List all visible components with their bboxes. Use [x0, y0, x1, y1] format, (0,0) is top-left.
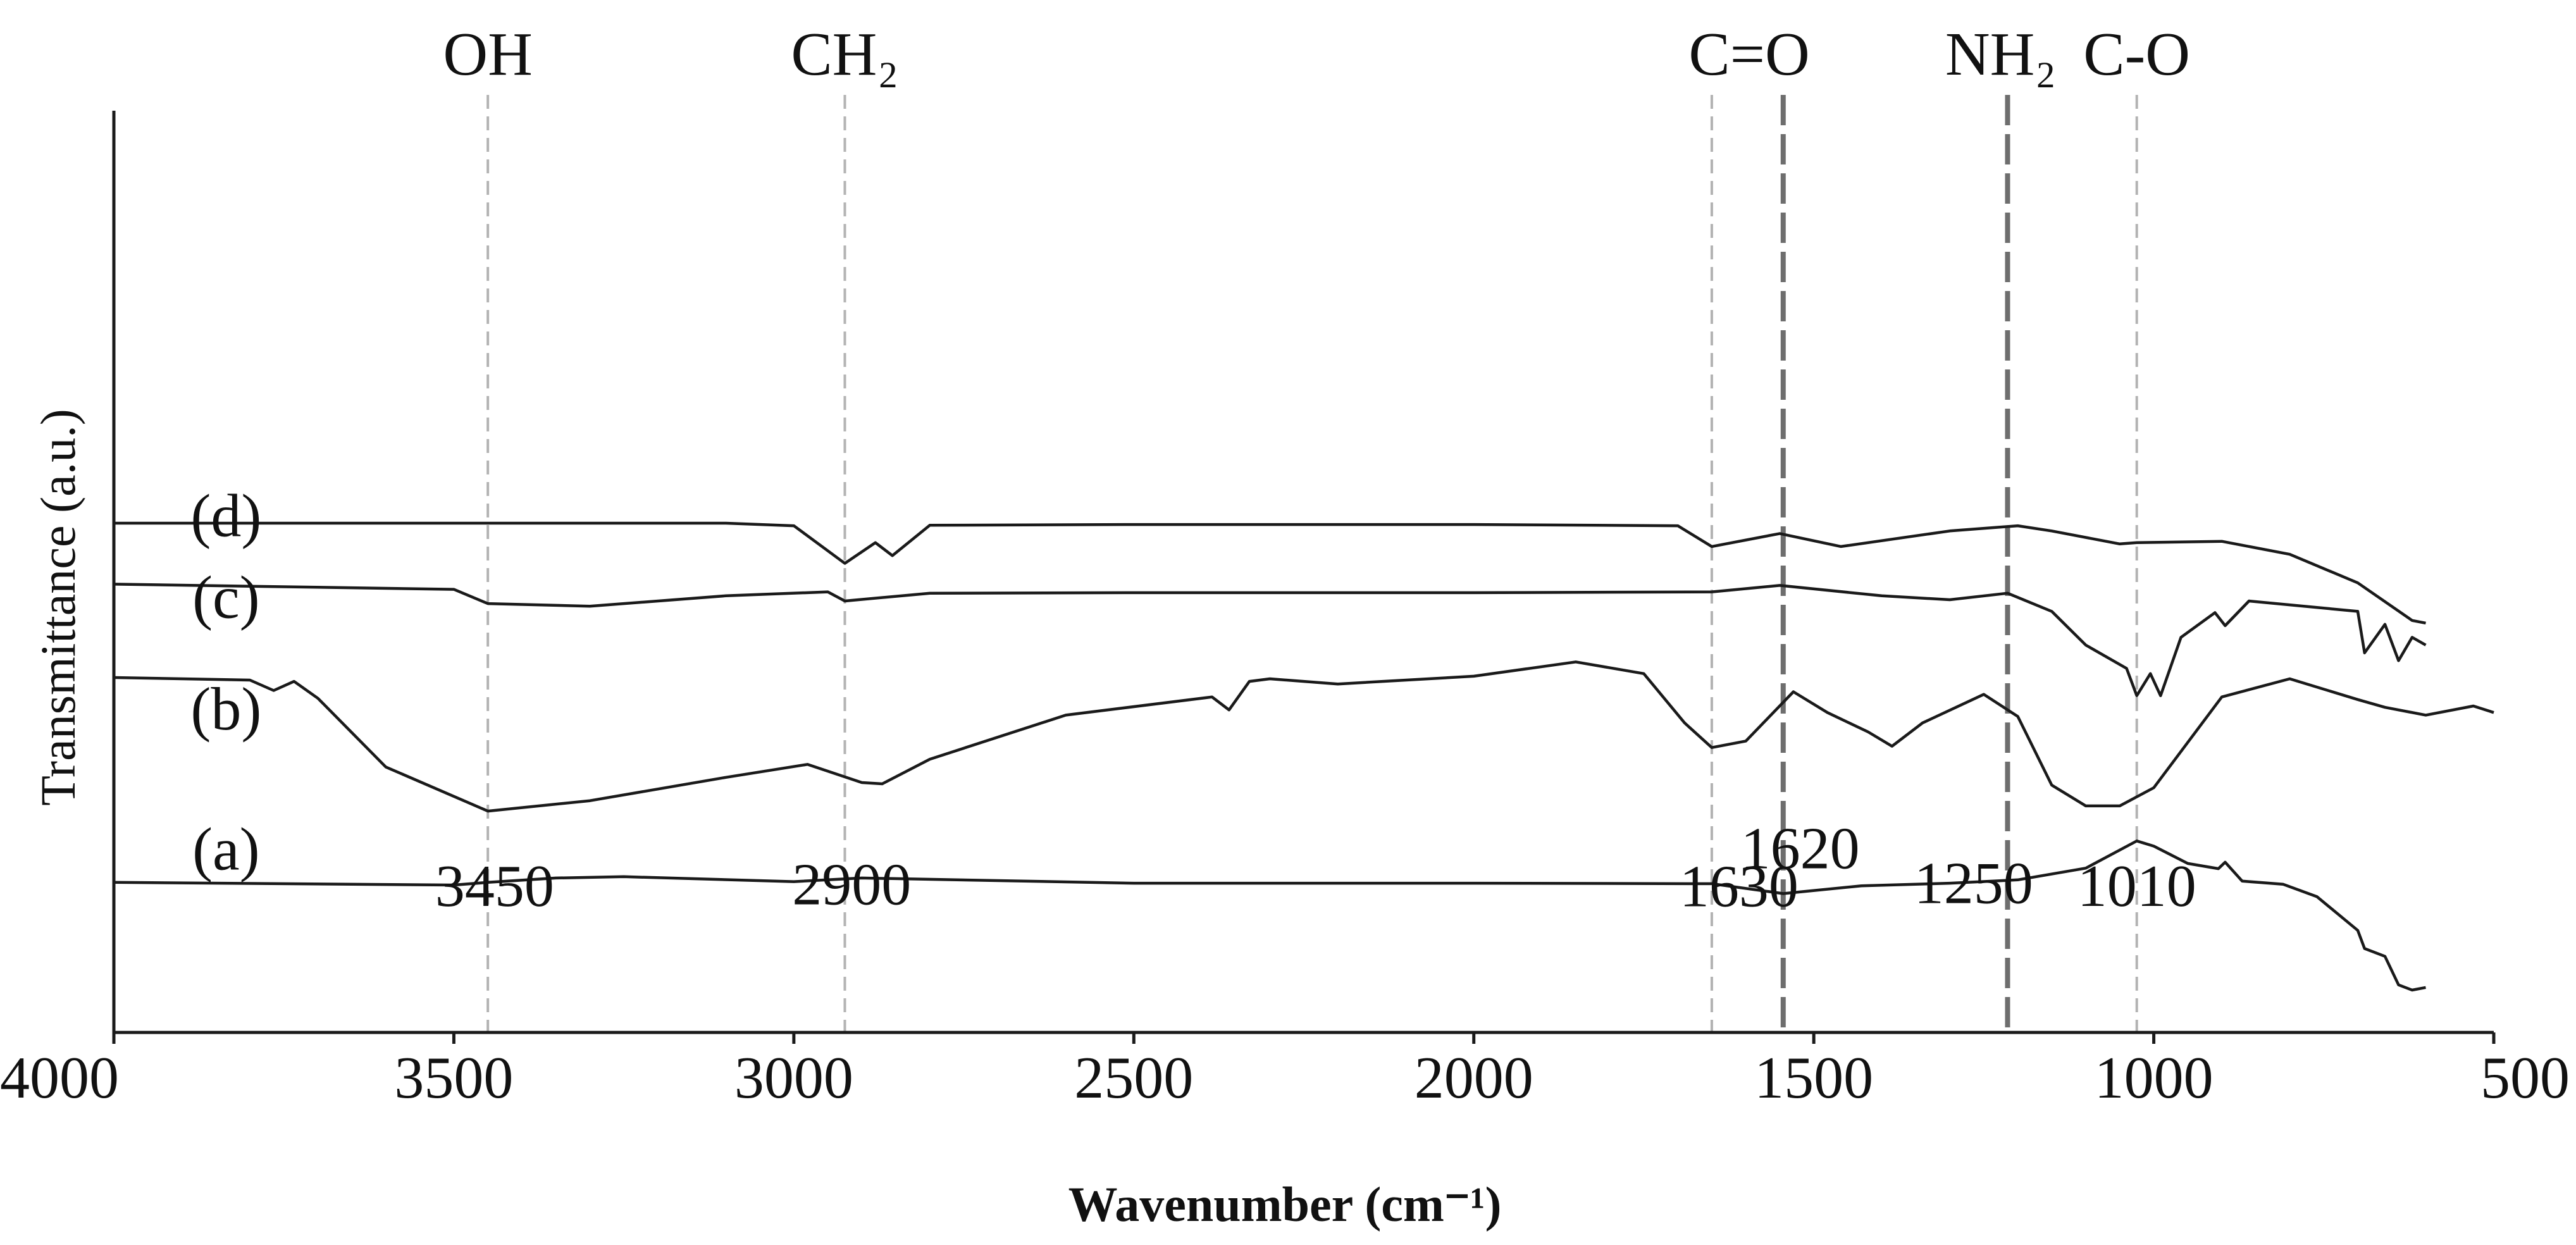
series-label-a: (a): [192, 815, 260, 883]
spectra-curves: [113, 521, 2494, 992]
x-tick-label-1500: 1500: [1754, 1045, 1873, 1111]
group-label-2: C=O: [1688, 20, 1809, 89]
group-label-3: NH₂: [1945, 20, 2057, 89]
x-tick-label-2500: 2500: [1074, 1045, 1193, 1111]
series-line-b: [113, 660, 2494, 813]
series-line-d: [114, 521, 2426, 625]
peak-label-1630: 1630: [1680, 854, 1799, 920]
x-tick-label-2000: 2000: [1415, 1045, 1533, 1111]
x-tick-label-3000: 3000: [734, 1045, 853, 1111]
x-tick-label-4000: 4000: [0, 1045, 119, 1111]
group-label-1: CH₂: [791, 20, 898, 89]
x-tick-label-3500: 3500: [394, 1045, 513, 1111]
peak-label-3450: 3450: [435, 853, 554, 919]
series-label-b: (b): [190, 675, 261, 743]
group-label-0: OH: [443, 20, 533, 89]
series-line-a: [113, 839, 2426, 992]
peak-label-2900: 2900: [792, 852, 911, 918]
series-label-d: (d): [190, 482, 261, 550]
x-ticks: 4000 3500 3000 2500 2000 1500 1000 500: [0, 1032, 2570, 1111]
peak-label-1010: 1010: [2078, 853, 2196, 919]
series-label-c: (c): [192, 564, 260, 631]
peak-label-1620: 1620: [1741, 815, 1860, 881]
y-axis-title: Transmittance (a.u.): [30, 409, 85, 805]
reference-lines: [486, 95, 2138, 1032]
series-line-c: [113, 583, 2427, 697]
group-label-4: C-O: [2083, 20, 2190, 89]
peak-label-1250: 1250: [1914, 851, 2033, 917]
x-tick-label-500: 500: [2480, 1045, 2570, 1111]
x-axis-title: Wavenumber (cm⁻¹): [1068, 1177, 1502, 1232]
axes: [112, 111, 2494, 1034]
x-tick-label-1000: 1000: [2095, 1045, 2214, 1111]
